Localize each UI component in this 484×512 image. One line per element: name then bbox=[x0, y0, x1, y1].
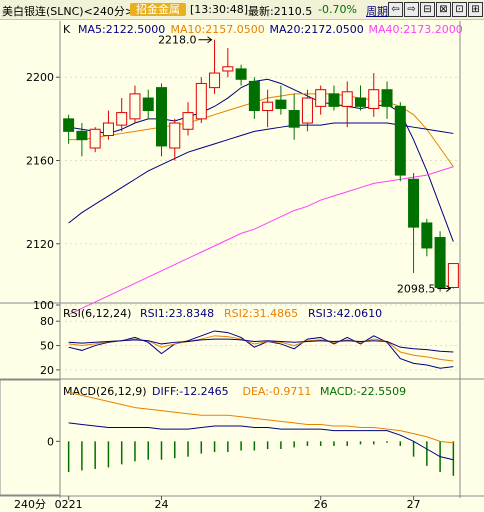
rsi-line-rsi1 bbox=[68, 330, 454, 369]
period-label: 240分 bbox=[14, 498, 46, 511]
zoom-out-button[interactable]: ⊟ bbox=[420, 2, 435, 17]
candle-down bbox=[142, 97, 154, 112]
rsi-line-rsi2 bbox=[68, 335, 454, 362]
macd-legend-item: DIFF:-12.2465 bbox=[152, 385, 229, 398]
candle-down bbox=[156, 87, 167, 147]
x-tick-label: 24 bbox=[155, 498, 169, 511]
candle-down bbox=[288, 110, 300, 128]
candle-down bbox=[394, 105, 406, 176]
candle-up bbox=[341, 91, 353, 107]
ma-legend-item: MA10:2157.0500 bbox=[171, 23, 265, 36]
rsi-panel-label: RSI(6,12,24) bbox=[63, 307, 131, 320]
macd-zero-label: 0 bbox=[47, 435, 54, 448]
candle-down bbox=[63, 118, 75, 132]
candle-down bbox=[421, 222, 433, 249]
period-link[interactable]: 周期 bbox=[366, 5, 388, 18]
candle-up bbox=[195, 82, 207, 120]
price-change: -0.70% bbox=[318, 3, 357, 16]
candle-down bbox=[235, 68, 247, 80]
macd-panel-label: MACD(26,12,9) bbox=[63, 385, 147, 398]
candle-down bbox=[434, 237, 446, 289]
x-tick-label: 26 bbox=[314, 498, 328, 511]
annotation-arrowhead bbox=[207, 36, 213, 44]
candle-up bbox=[447, 263, 459, 289]
candle-up bbox=[169, 122, 181, 149]
candle-up bbox=[262, 101, 274, 112]
y-tick-label: 2200 bbox=[26, 71, 54, 84]
instrument-name: 美白银连(SLNC)<240分> bbox=[2, 5, 135, 18]
high-price-label: 2218.0 bbox=[158, 34, 197, 47]
broker-badge: 招金金属 bbox=[130, 3, 186, 16]
rsi-legend-item: RSI1:23.8348 bbox=[140, 307, 214, 320]
macd-line-dea bbox=[68, 391, 454, 444]
candle-down bbox=[408, 178, 420, 228]
candle-up bbox=[89, 128, 101, 149]
title-bar: 美白银连(SLNC)<240分> 招金金属 [13:30:48] 最新:2110… bbox=[0, 0, 484, 20]
candle-up bbox=[116, 112, 128, 126]
rsi-tick-label: 100 bbox=[33, 299, 54, 312]
x-tick-label: 27 bbox=[407, 498, 421, 511]
rsi-tick-label: 20 bbox=[40, 364, 54, 377]
candle-down bbox=[248, 80, 260, 112]
latest-price: 最新:2110.5 bbox=[248, 5, 313, 18]
candle-up bbox=[209, 72, 221, 89]
ma-legend-item: MA20:2172.0500 bbox=[270, 23, 364, 36]
rsi-tick-label: 80 bbox=[40, 315, 54, 328]
ma-line-ma20 bbox=[68, 122, 454, 224]
candle-up bbox=[102, 122, 114, 137]
nav-left-button[interactable]: ⇦ bbox=[388, 2, 403, 17]
candle-up bbox=[222, 66, 234, 72]
candle-down bbox=[328, 93, 340, 107]
ma-legend-item: MA40:2173.2000 bbox=[369, 23, 463, 36]
restore-button[interactable]: ⊡ bbox=[452, 2, 467, 17]
ma-legend-item: MA5:2122.5000 bbox=[78, 23, 165, 36]
rsi-line-rsi3 bbox=[68, 338, 454, 353]
nav-right-button[interactable]: ⇨ bbox=[404, 2, 419, 17]
zoom-in-button[interactable]: ⊠ bbox=[436, 2, 451, 17]
candle-up bbox=[182, 112, 194, 130]
candle-down bbox=[275, 99, 287, 109]
candle-up bbox=[368, 89, 380, 109]
candle-down bbox=[381, 89, 393, 107]
candle-up bbox=[129, 93, 141, 120]
x-tick-label: 0221 bbox=[55, 498, 83, 511]
macd-legend-item: DEA:-0.9711 bbox=[243, 385, 312, 398]
annotation-arrowhead bbox=[446, 285, 452, 292]
ma-line-ma40 bbox=[68, 166, 454, 316]
rsi-tick-label: 50 bbox=[40, 340, 54, 353]
macd-legend-item: MACD:-22.5509 bbox=[320, 385, 406, 398]
maximize-button[interactable]: ⊞ bbox=[468, 2, 483, 17]
rsi-legend-item: RSI2:31.4865 bbox=[224, 307, 298, 320]
y-tick-label: 2120 bbox=[26, 238, 54, 251]
y-tick-label: 2160 bbox=[26, 155, 54, 168]
candle-down bbox=[355, 97, 366, 107]
candle-up bbox=[301, 97, 313, 124]
candle-up bbox=[315, 89, 327, 107]
low-price-label: 2098.5 bbox=[397, 283, 436, 296]
candle-down bbox=[76, 130, 88, 141]
rsi-legend-item: RSI3:42.0610 bbox=[308, 307, 382, 320]
quote-time: [13:30:48] bbox=[190, 3, 248, 16]
panel-label: K bbox=[63, 23, 71, 36]
macd-line-diff bbox=[68, 422, 454, 461]
